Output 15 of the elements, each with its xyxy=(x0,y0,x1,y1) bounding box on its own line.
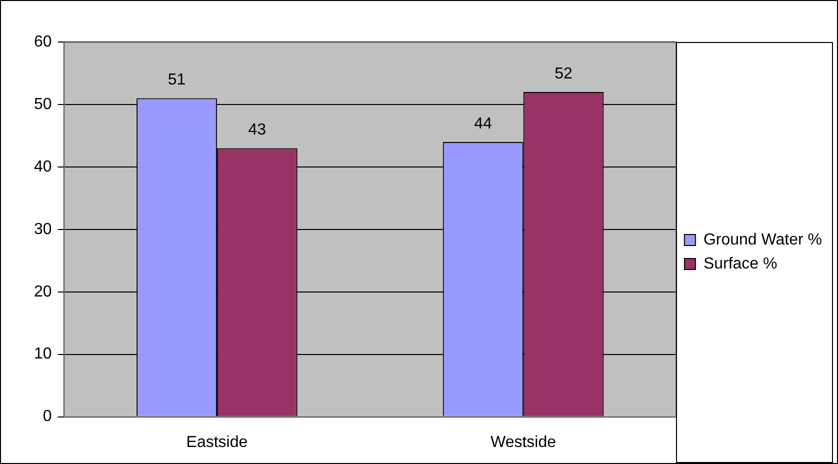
y-tick-label: 60 xyxy=(34,33,52,50)
y-tick-label: 50 xyxy=(34,96,52,113)
data-label: 43 xyxy=(248,122,266,139)
data-label: 52 xyxy=(554,65,572,82)
y-tick-label: 30 xyxy=(34,220,52,238)
y-tick-label: 40 xyxy=(34,158,52,176)
legend-label: Surface % xyxy=(703,255,778,272)
data-label: 44 xyxy=(474,115,492,132)
data-label: 51 xyxy=(168,72,186,89)
y-tick-label: 20 xyxy=(34,283,52,300)
legend-label: Ground Water % xyxy=(703,231,822,248)
y-tick-label: 0 xyxy=(42,408,52,426)
x-tick-label: Westside xyxy=(490,434,556,451)
x-tick-label: Eastside xyxy=(186,434,248,451)
y-tick-label: 10 xyxy=(34,346,52,363)
